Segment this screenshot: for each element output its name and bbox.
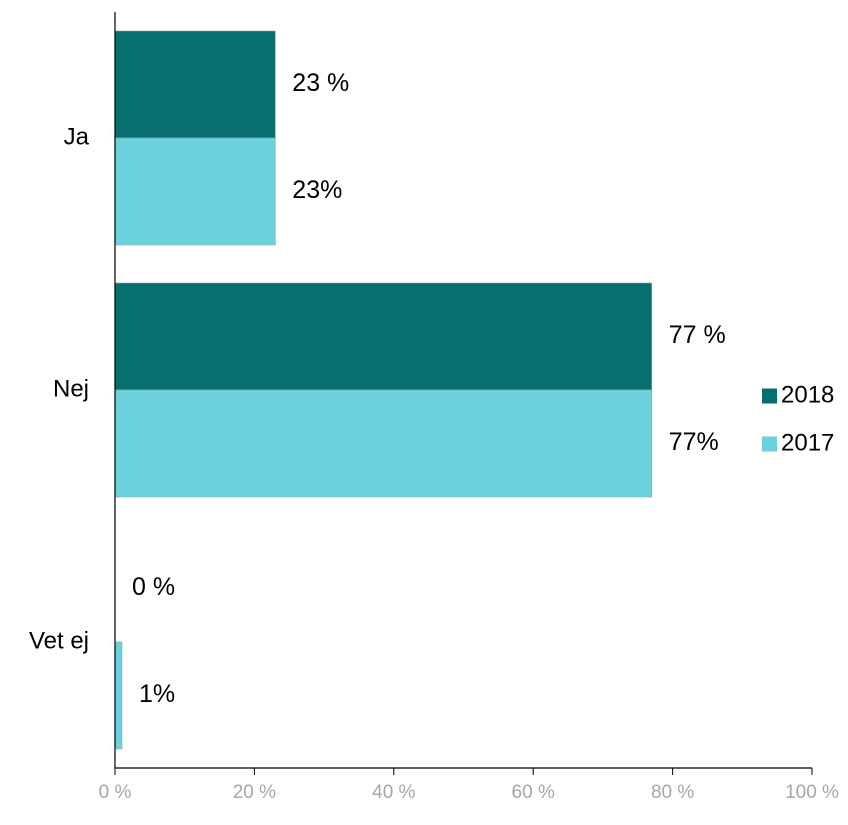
x-tick-label: 80 % — [651, 782, 694, 803]
legend-swatch-2017 — [762, 436, 777, 452]
x-tick-label: 0 % — [99, 782, 132, 803]
bar-2018 — [114, 282, 652, 391]
x-tick-label: 40 % — [372, 782, 415, 803]
data-label: 1% — [139, 680, 175, 708]
x-tick-label: 60 % — [512, 782, 555, 803]
bar-2018 — [114, 30, 276, 139]
data-label: 77% — [669, 428, 719, 456]
data-label: 0 % — [132, 573, 175, 601]
bars-group — [114, 30, 652, 750]
data-labels-group: 23 % 23% 77 % 77% 0 % 1% — [132, 69, 726, 708]
category-labels-group: Ja Nej Vet ej — [29, 123, 90, 654]
legend-label: 2017 — [781, 429, 834, 456]
x-tick-label: 20 % — [233, 782, 276, 803]
category-label: Ja — [64, 123, 90, 150]
data-label: 23 % — [292, 69, 349, 97]
bar-2017 — [114, 641, 123, 750]
legend-label: 2018 — [781, 381, 834, 408]
data-label: 23% — [292, 176, 342, 204]
data-label: 77 % — [669, 321, 726, 349]
x-tick-label: 100 % — [785, 782, 839, 803]
category-label: Vet ej — [29, 627, 89, 654]
category-label: Nej — [53, 375, 89, 402]
bar-2017 — [114, 389, 652, 498]
x-ticks-group: 0 % 20 % 40 % 60 % 80 % 100 % — [99, 768, 839, 803]
bar-2017 — [114, 137, 276, 246]
legend: 2018 2017 — [762, 381, 834, 456]
legend-swatch-2018 — [762, 388, 777, 404]
